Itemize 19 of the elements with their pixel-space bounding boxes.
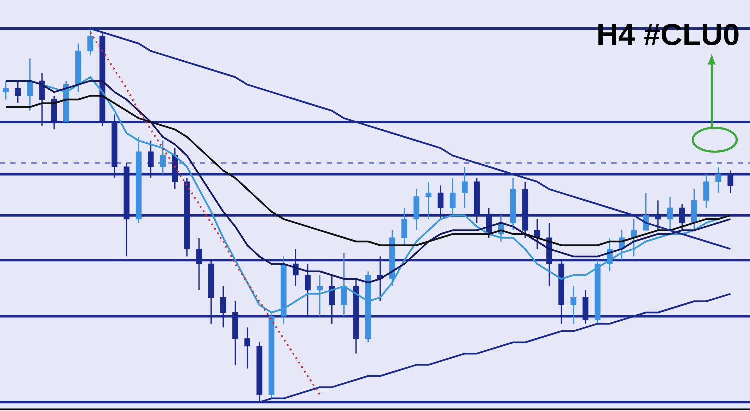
candlestick xyxy=(402,208,408,246)
candlestick xyxy=(3,80,9,100)
candlestick xyxy=(534,218,540,250)
candlestick xyxy=(631,218,637,258)
chart-title: H4 #CLU0 xyxy=(598,24,739,46)
candlestick xyxy=(414,188,420,232)
candlestick xyxy=(27,58,34,112)
candlestick xyxy=(244,327,250,370)
candlestick xyxy=(667,196,674,232)
candlestick xyxy=(643,192,650,232)
candlestick xyxy=(570,286,577,325)
candlestick xyxy=(450,178,456,216)
candlestick xyxy=(160,140,166,176)
candlestick xyxy=(716,166,722,194)
candlestick xyxy=(15,80,22,104)
candlestick xyxy=(692,188,698,232)
candlestick xyxy=(704,174,710,209)
candlestick xyxy=(88,28,94,56)
candlestick xyxy=(462,166,468,209)
